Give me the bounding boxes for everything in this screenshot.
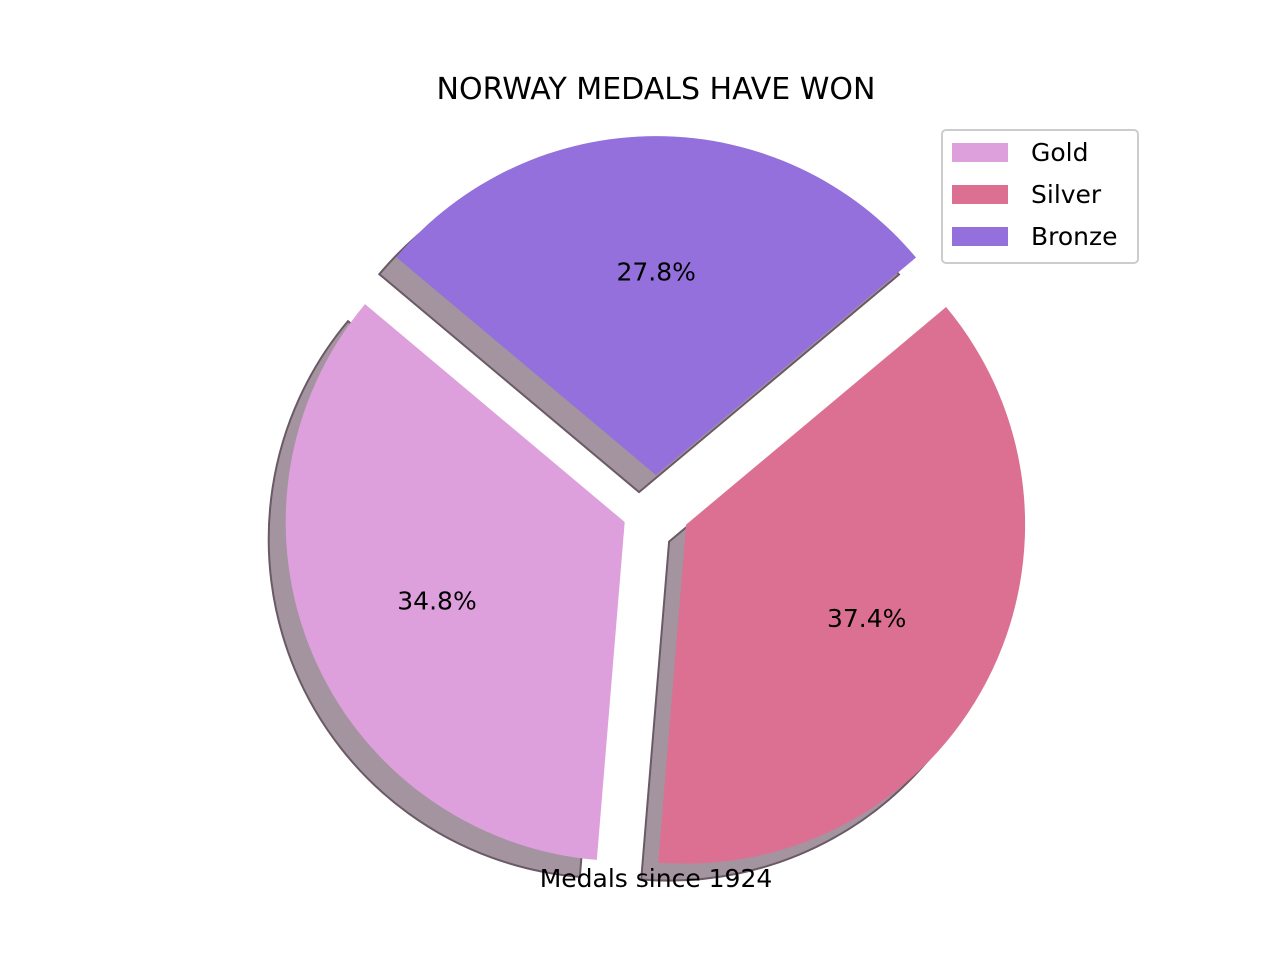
chart-title: NORWAY MEDALS HAVE WON bbox=[437, 72, 876, 107]
percent-label-bronze: 27.8% bbox=[616, 258, 695, 287]
x-axis-label: Medals since 1924 bbox=[540, 864, 773, 893]
legend-label-gold: Gold bbox=[1031, 138, 1088, 167]
percent-label-silver: 37.4% bbox=[827, 604, 906, 633]
legend-swatch-gold bbox=[952, 143, 1008, 162]
slice-gold bbox=[285, 304, 625, 860]
percent-label-gold: 34.8% bbox=[397, 586, 476, 615]
pie-slices bbox=[285, 136, 1026, 864]
legend-label-silver: Silver bbox=[1031, 180, 1102, 209]
slice-bronze bbox=[396, 136, 917, 476]
legend: Gold Silver Bronze bbox=[941, 129, 1139, 264]
legend-swatch-bronze bbox=[952, 227, 1008, 246]
slice-percent-labels: 34.8% 37.4% 27.8% bbox=[397, 258, 906, 634]
legend-swatch-silver bbox=[952, 185, 1008, 204]
legend-label-bronze: Bronze bbox=[1031, 222, 1118, 251]
slice-silver bbox=[658, 307, 1026, 864]
